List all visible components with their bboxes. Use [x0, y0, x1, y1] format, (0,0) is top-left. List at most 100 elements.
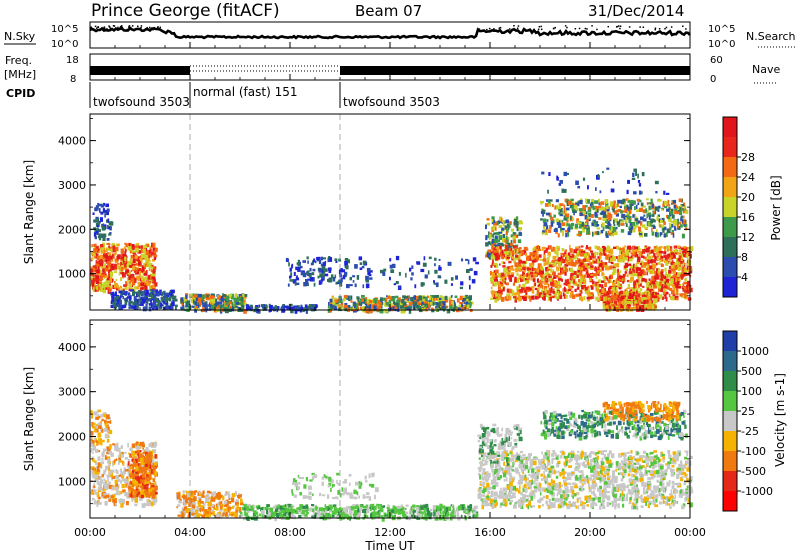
scatter-cell	[537, 284, 540, 288]
scatter-cell	[676, 211, 680, 215]
scatter-cell	[629, 227, 633, 231]
scatter-cell	[138, 482, 142, 488]
scatter-cell	[109, 246, 112, 251]
scatter-cell	[374, 301, 377, 306]
scatter-cell	[618, 275, 623, 280]
scatter-cell	[650, 198, 653, 202]
scatter-cell	[491, 245, 494, 251]
scatter-cell	[193, 299, 195, 304]
scatter-cell	[647, 296, 650, 300]
scatter-cell	[561, 248, 565, 252]
scatter-cell	[306, 256, 309, 260]
scatter-cell	[668, 246, 672, 249]
scatter-cell	[548, 264, 553, 268]
scatter-cell	[120, 502, 124, 508]
scatter-cell	[557, 247, 560, 251]
scatter-cell	[314, 304, 318, 309]
scatter-cell	[606, 247, 610, 251]
scatter-cell	[487, 241, 491, 245]
scatter-cell	[658, 205, 661, 209]
scatter-cell	[611, 304, 615, 307]
scatter-cell	[342, 306, 345, 310]
scatter-cell	[136, 488, 140, 492]
scatter-cell	[144, 276, 148, 280]
scatter-cell	[318, 256, 321, 260]
scatter-cell	[115, 470, 119, 474]
scatter-cell	[578, 231, 583, 236]
scatter-cell	[560, 270, 562, 274]
scatter-cell	[395, 255, 400, 261]
scatter-cell	[637, 291, 641, 294]
scatter-cell	[646, 221, 649, 227]
scatter-cell	[101, 274, 106, 277]
scatter-cell	[613, 223, 616, 227]
scatter-cell	[438, 258, 441, 261]
scatter-cell	[422, 300, 427, 304]
scatter-cell	[302, 270, 305, 273]
scatter-cell	[578, 279, 582, 283]
scatter-cell	[342, 269, 346, 273]
scatter-cell	[488, 237, 491, 241]
scatter-cell	[600, 260, 603, 263]
scatter-cell	[434, 257, 437, 261]
scatter-cell	[523, 274, 526, 277]
scatter-cell	[513, 292, 517, 296]
scatter-cell	[612, 282, 616, 287]
scatter-cell	[168, 296, 172, 302]
colorbar-tick-label: 12	[741, 231, 755, 244]
scatter-cell	[677, 272, 682, 277]
scatter-cell	[172, 295, 176, 300]
scatter-cell	[592, 219, 595, 223]
scatter-cell	[557, 278, 562, 281]
scatter-cell	[486, 252, 490, 257]
scatter-cell	[409, 267, 412, 272]
scatter-cell	[358, 256, 363, 261]
scatter-cell	[600, 201, 605, 205]
nsky-point	[140, 25, 143, 27]
y-tick-label: 2000	[58, 223, 86, 236]
scatter-cell	[633, 268, 636, 274]
scatter-cell	[404, 295, 408, 299]
scatter-cell	[600, 229, 604, 234]
scatter-cell	[648, 252, 651, 256]
scatter-cell	[415, 295, 420, 300]
scatter-cell	[107, 262, 111, 267]
scatter-cell	[107, 256, 111, 262]
scatter-cell	[646, 283, 648, 289]
scatter-cell	[500, 252, 503, 257]
scatter-cell	[102, 289, 107, 294]
scatter-cell	[620, 258, 623, 262]
scatter-cell	[221, 305, 225, 309]
scatter-cell	[134, 291, 138, 294]
scatter-cell	[601, 222, 605, 227]
scatter-cell	[506, 223, 510, 227]
scatter-cell	[577, 220, 580, 225]
scatter-cell	[322, 257, 326, 260]
scatter-cell	[539, 280, 541, 285]
scatter-cell	[684, 254, 687, 258]
scatter-cell	[116, 284, 119, 289]
scatter-cell	[391, 297, 396, 302]
scatter-cell	[546, 290, 551, 294]
scatter-cell	[648, 278, 651, 281]
scatter-cell	[522, 271, 525, 277]
scatter-cell	[507, 237, 510, 240]
scatter-cell	[403, 301, 407, 306]
scatter-cell	[577, 257, 579, 261]
scatter-cell	[542, 209, 546, 215]
scatter-cell	[139, 257, 143, 262]
scatter-cell	[608, 250, 611, 254]
scatter-cell	[598, 217, 602, 220]
scatter-cell	[149, 472, 152, 476]
scatter-cell	[339, 273, 342, 278]
scatter-cell	[685, 294, 688, 299]
scatter-cell	[612, 180, 614, 183]
scatter-cell	[565, 256, 567, 260]
scatter-cell	[594, 200, 599, 204]
scatter-cell	[324, 268, 328, 272]
scatter-cell	[108, 462, 111, 466]
scatter-cell	[150, 299, 152, 305]
scatter-cell	[605, 257, 608, 260]
scatter-cell	[541, 246, 546, 249]
scatter-cell	[124, 263, 127, 268]
